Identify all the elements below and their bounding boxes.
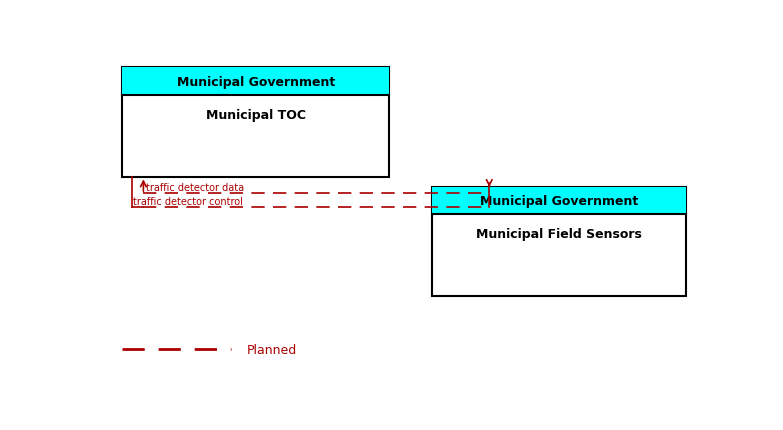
Text: Municipal TOC: Municipal TOC (206, 109, 305, 122)
Text: Municipal Field Sensors: Municipal Field Sensors (476, 228, 642, 241)
Bar (122, 68, 389, 178)
Bar (431, 187, 687, 297)
Text: Municipal Government: Municipal Government (480, 194, 638, 208)
Bar (122, 68, 389, 95)
Text: traffic detector control: traffic detector control (133, 196, 243, 206)
Text: Planned: Planned (247, 343, 297, 356)
Text: Municipal Government: Municipal Government (176, 75, 335, 88)
Bar (431, 187, 687, 215)
Text: traffic detector data: traffic detector data (146, 183, 244, 193)
